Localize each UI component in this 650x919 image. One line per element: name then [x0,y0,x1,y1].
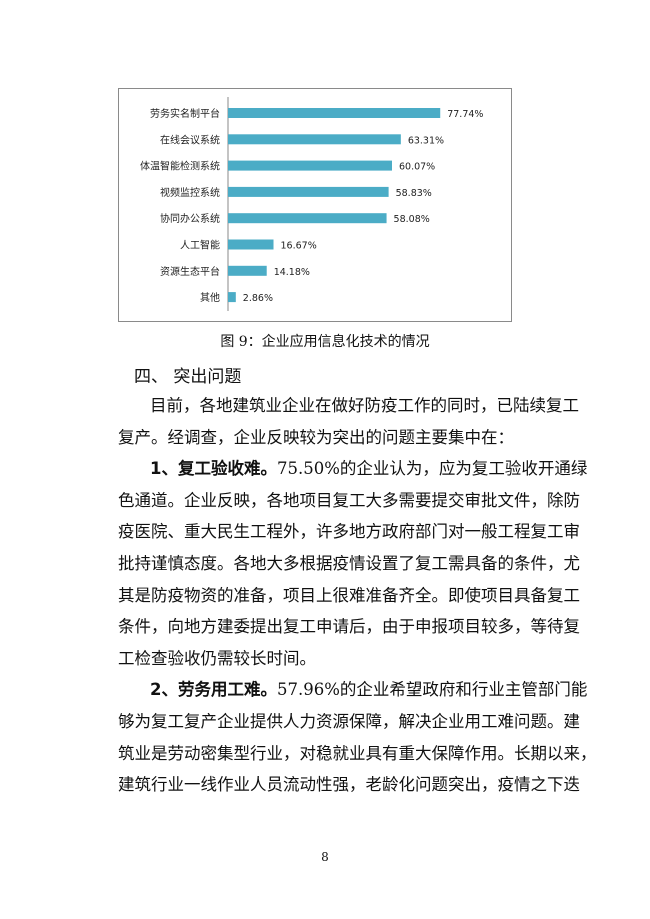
category-label: 体温智能检测系统 [140,160,220,173]
line-text: 75.50%的企业认为，应为复工验收开通绿 [276,459,588,479]
line-text: 建筑行业一线作业人员流动性强，老龄化问题突出，疫情之下迭 [118,775,580,795]
line-text: 筑业是劳动密集型行业，对稳就业具有重大保障作用。长期以来， [118,743,597,763]
text-line: 色通道。企业反映，各地项目复工大多需要提交审批文件，除防 [118,490,580,512]
text-line: 2、劳务用工难。57.96%的企业希望政府和行业主管部门能 [150,679,587,701]
text-line: 工检查验收仍需较长时间。 [118,648,532,670]
line-text: 色通道。企业反映，各地项目复工大多需要提交审批文件，除防 [118,490,580,510]
line-text: 工检查验收仍需较长时间。 [118,648,316,668]
data-label: 63.31% [408,135,444,146]
data-label: 58.83% [396,188,432,199]
bar [228,239,274,250]
text-line: 1、复工验收难。75.50%的企业认为，应为复工验收开通绿 [150,458,587,480]
text-line: 筑业是劳动密集型行业，对稳就业具有重大保障作用。长期以来， [118,743,597,765]
text-line: 复产。经调查，企业反映较为突出的问题主要集中在： [118,427,532,449]
line-text: 复产。经调查，企业反映较为突出的问题主要集中在： [118,427,514,447]
line-text: 疫医院、重大民生工程外，许多地方政府部门对一般工程复工审 [118,522,580,542]
line-text: 批持谨慎态度。各地大多根据疫情设置了复工需具备的条件，尤 [118,554,580,573]
bar [228,292,236,303]
text-line: 目前，各地建筑业企业在做好防疫工作的同时，已陆续复工 [150,395,579,417]
text-line: 够为复工复产企业提供人力资源保障，解决企业用工难问题。建 [118,711,580,733]
bar-chart: 劳务实名制平台 77.74% 在线会议系统 63.31% 体温智能检测系统 60.07% 视… [118,88,512,322]
text-line: 批持谨慎态度。各地大多根据疫情设置了复工需具备的条件，尤 [118,553,580,575]
chart-svg: 劳务实名制平台 77.74% 在线会议系统 63.31% 体温智能检测系统 60.07% 视… [140,97,483,311]
category-label: 人工智能 [180,239,220,252]
bar [228,134,401,145]
section-heading: 四、 突出问题 [134,367,242,387]
text-line: 疫医院、重大民生工程外，许多地方政府部门对一般工程复工审 [118,521,580,543]
text-line: 其是防疫物资的准备，项目上很难准备齐全。即使项目具备复工 [118,585,580,607]
category-label: 视频监控系统 [160,186,220,199]
line-text: 目前，各地建筑业企业在做好防疫工作的同时，已陆续复工 [150,396,579,415]
data-label: 77.74% [447,109,483,120]
category-label: 资源生态平台 [160,265,220,278]
data-label: 16.67% [281,241,317,252]
category-label: 其他 [200,291,220,304]
bold-lead: 2、劳务用工难。 [150,680,277,700]
line-text: 其是防疫物资的准备，项目上很难准备齐全。即使项目具备复工 [118,585,580,605]
text-line: 条件，向地方建委提出复工申请后，由于申报项目较多，等待复 [118,616,580,638]
line-text: 条件，向地方建委提出复工申请后，由于申报项目较多，等待复 [118,617,580,637]
bar [228,108,441,118]
data-label: 58.08% [394,214,430,225]
bar [228,186,389,197]
data-label: 60.07% [399,162,435,173]
text-line: 建筑行业一线作业人员流动性强，老龄化问题突出，疫情之下迭 [118,774,580,796]
bar [228,265,267,276]
category-label: 在线会议系统 [160,133,220,146]
category-label: 协同办公系统 [160,212,220,225]
figure-caption: 图 9：企业应用信息化技术的情况 [220,334,430,350]
bold-lead: 1、复工验收难。 [150,459,277,479]
bar [228,160,392,171]
page-number: 8 [321,850,329,864]
data-label: 2.86% [243,293,273,304]
category-label: 劳务实名制平台 [150,107,220,120]
line-text: 57.96%的企业希望政府和行业主管部门能 [276,680,588,700]
line-text: 够为复工复产企业提供人力资源保障，解决企业用工难问题。建 [118,712,580,731]
data-label: 14.18% [274,267,310,278]
bar [228,213,387,224]
